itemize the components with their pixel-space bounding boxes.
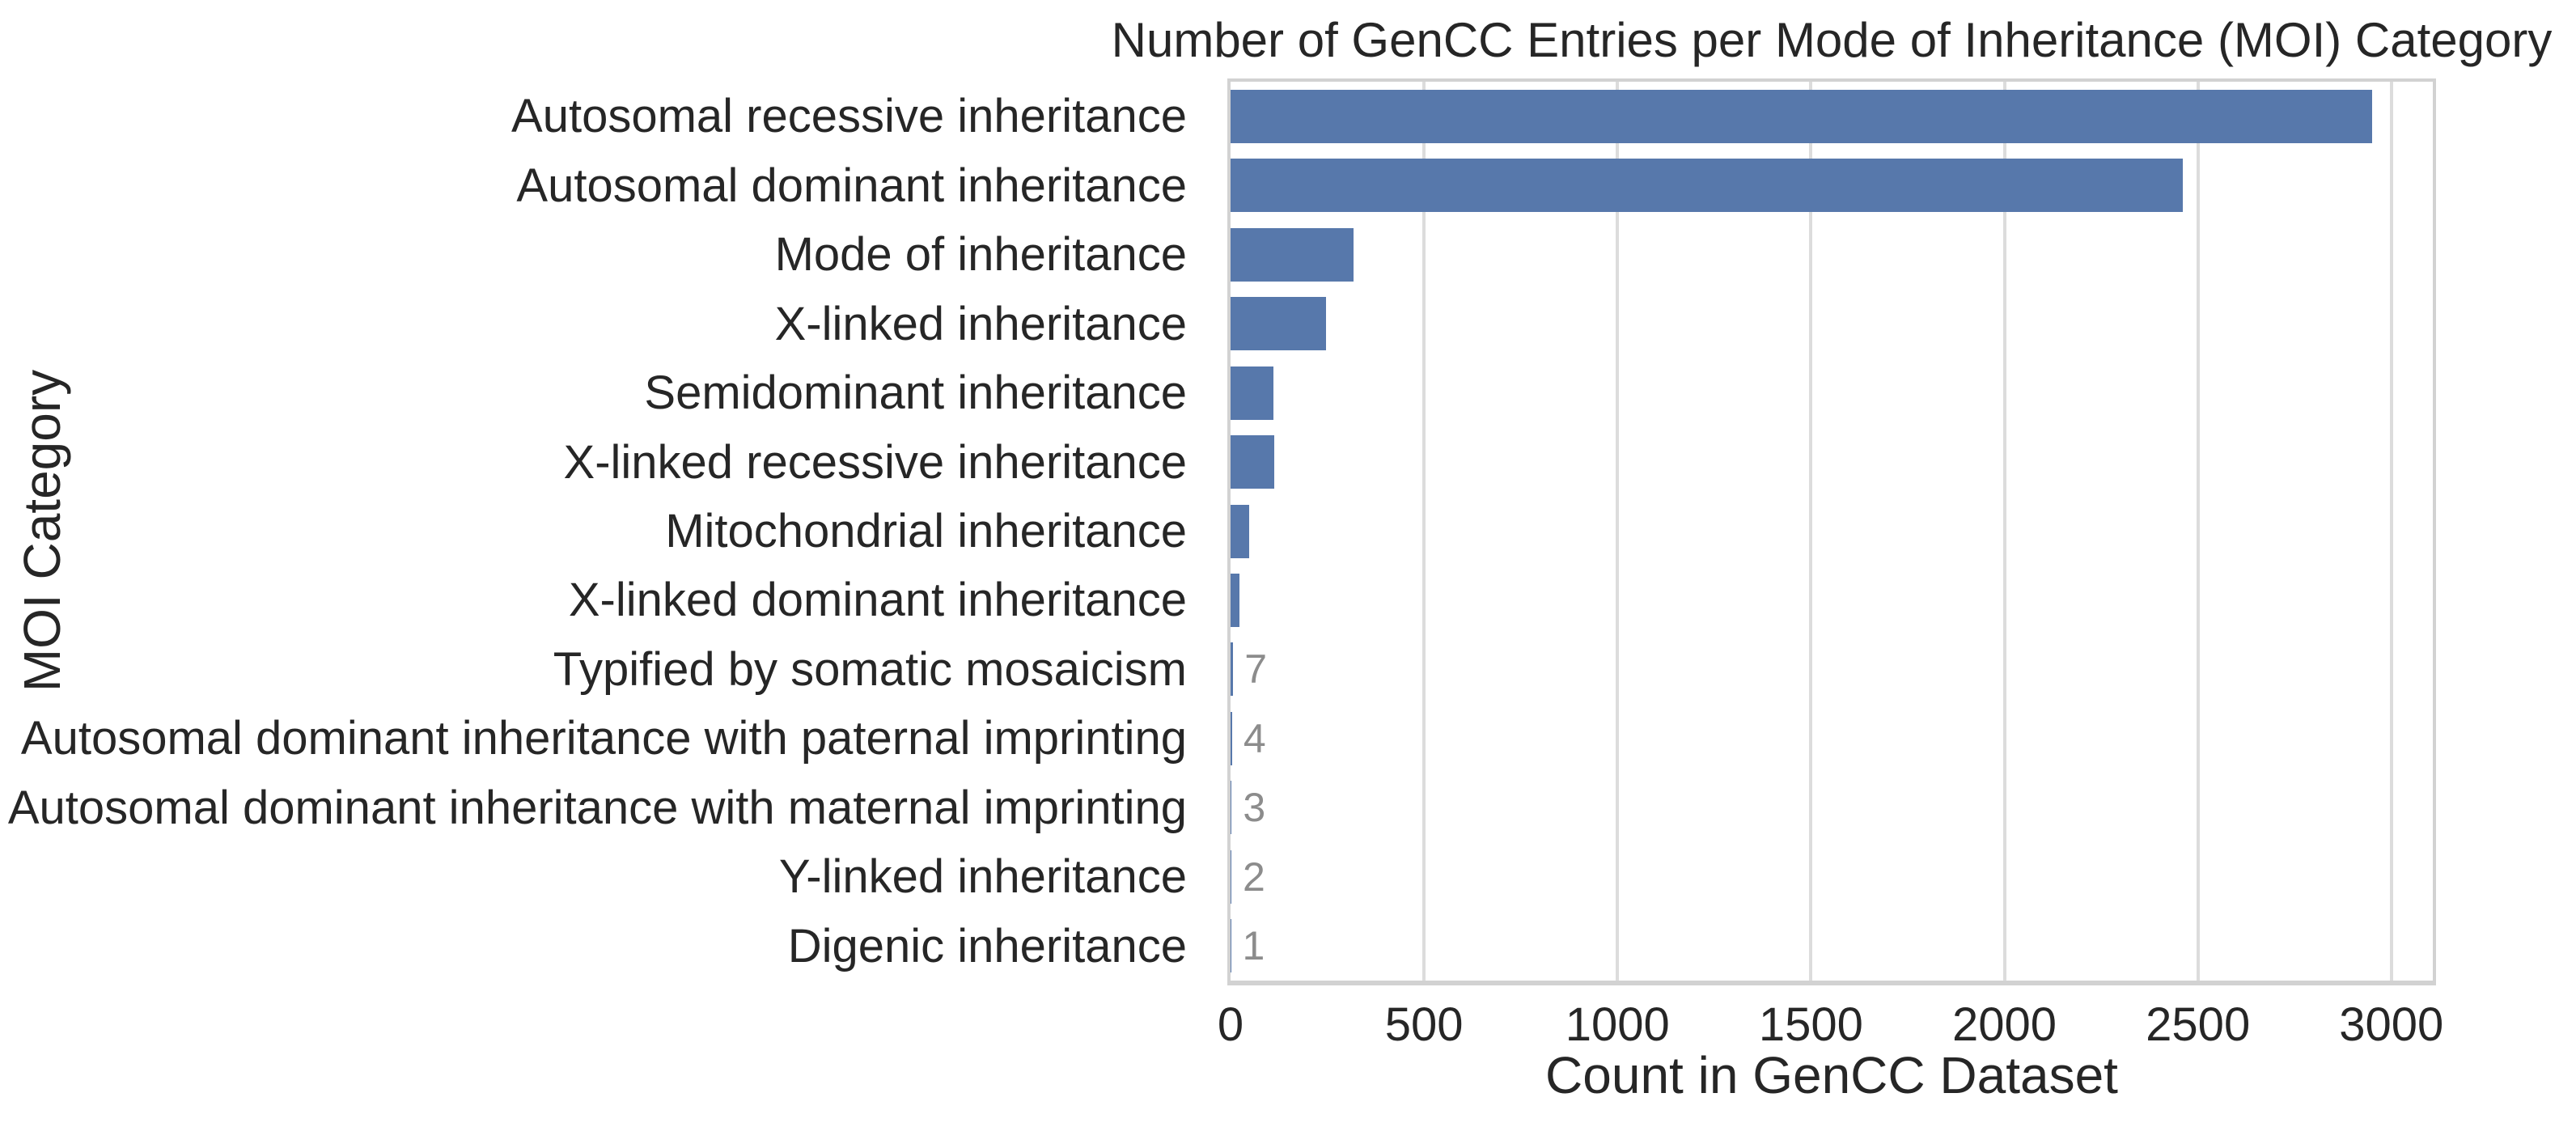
grid-line: [1422, 82, 1426, 981]
category-label: X-linked recessive inheritance: [563, 435, 1187, 489]
bar-value-label: 2: [1243, 854, 1265, 900]
category-label: Mode of inheritance: [774, 228, 1187, 282]
category-label: Autosomal dominant inheritance with pate…: [20, 712, 1187, 765]
grid-line: [1616, 82, 1620, 981]
bar: [1231, 366, 1273, 420]
category-label: Mitochondrial inheritance: [665, 505, 1187, 558]
bar: [1231, 159, 2183, 213]
bar: [1231, 711, 1232, 765]
bar: [1231, 227, 1354, 282]
category-label: Autosomal dominant inheritance with mate…: [7, 781, 1187, 834]
x-tick-labels: 0 500 1000 1500 2000 2500 3000: [1218, 998, 2443, 1054]
category-label: Typified by somatic mosaicism: [553, 642, 1187, 696]
y-tick-labels: Autosomal recessive inheritance Autosomal…: [0, 82, 1208, 981]
bar: [1231, 642, 1234, 697]
grid-line: [2002, 82, 2006, 981]
x-tick-label: 2000: [1951, 998, 2057, 1051]
category-label: Semidominant inheritance: [644, 366, 1187, 420]
category-label: Autosomal recessive inheritance: [511, 90, 1187, 143]
x-tick-label: 1500: [1758, 998, 1863, 1051]
x-tick-label: 3000: [2339, 998, 2444, 1051]
category-label: Digenic inheritance: [787, 919, 1187, 972]
category-label: X-linked inheritance: [774, 297, 1187, 350]
category-label: X-linked dominant inheritance: [568, 574, 1187, 627]
bar: [1231, 574, 1239, 627]
grid-line: [2196, 82, 2200, 981]
x-axis-title: Count in GenCC Dataset: [1545, 1046, 2118, 1104]
bar-value-label: 4: [1243, 715, 1266, 761]
bar-value-label: 3: [1243, 785, 1266, 831]
grid-line: [2389, 82, 2393, 981]
chart-title: Number of GenCC Entries per Mode of Inhe…: [1111, 13, 2553, 67]
bar-value-label: 1: [1242, 923, 1265, 969]
grid-line: [1809, 82, 1813, 981]
bar: [1231, 435, 1274, 489]
x-tick-label: 0: [1217, 998, 1244, 1051]
bar-value-label: 7: [1244, 646, 1268, 693]
x-tick-label: 2500: [2146, 998, 2251, 1051]
bar: [1231, 297, 1327, 351]
bar: [1231, 504, 1249, 558]
bar: [1231, 89, 2372, 143]
category-label: Y-linked inheritance: [778, 850, 1187, 904]
x-tick-label: 500: [1384, 998, 1464, 1051]
x-tick-label: 1000: [1565, 998, 1670, 1051]
category-label: Autosomal dominant inheritance: [516, 159, 1187, 212]
plot-area: 7 4 3 2 1: [1227, 78, 2436, 985]
